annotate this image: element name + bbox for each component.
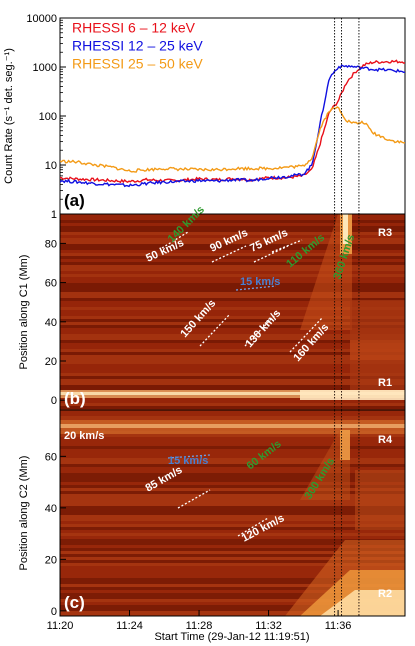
speed-label-15: 15 km/s <box>240 276 280 288</box>
legend-entry-2: RHESSI 12 – 25 keV <box>72 37 203 53</box>
panel-a-vlines <box>334 18 360 214</box>
panel-c-y-ticks: 0 20 40 60 <box>45 451 66 618</box>
speed-label-20: 20 km/s <box>64 430 104 442</box>
b-ytick-label: 60 <box>45 278 57 290</box>
speed-label-15c: 15 km/s <box>168 455 208 467</box>
panel-a-series <box>60 59 405 188</box>
panel-a-ylabel: Count Rate (s⁻¹ det. seg.⁻¹) <box>3 48 15 184</box>
a-ytick-label: 100 <box>39 111 57 123</box>
xtick-label: 11:28 <box>186 620 213 632</box>
legend-entry-1: RHESSI 6 – 12 keV <box>72 19 196 35</box>
c-ytick-label: 0 <box>51 606 57 618</box>
region-label-r3: R3 <box>378 227 392 239</box>
panel-a-label: (a) <box>64 191 85 210</box>
panel-b-label: (b) <box>64 389 86 408</box>
panel-c-vlines <box>334 410 360 616</box>
b-ytick-label: 0 <box>51 395 57 407</box>
xtick-label: 11:20 <box>47 620 74 632</box>
b-ytick-label: 20 <box>45 356 57 368</box>
series-line-2 <box>60 64 405 188</box>
c-ytick-label: 20 <box>45 554 57 566</box>
panel-c-label: (c) <box>64 593 85 612</box>
a-ytick-label: 1000 <box>33 62 57 74</box>
x-axis-label: Start Time (29-Jan-12 11:19:51) <box>154 631 309 643</box>
panel-b-vlines <box>334 214 360 410</box>
a-ytick-label: 1 <box>51 209 57 221</box>
series-line-3 <box>60 106 405 173</box>
panel-c-ylabel: Position along C2 (Mm) <box>18 456 30 571</box>
c-ytick-label: 60 <box>45 451 57 463</box>
panel-a-y-ticks: 1 10 100 1000 10000 <box>26 13 66 221</box>
xtick-label: 11:36 <box>325 620 352 632</box>
region-label-r4: R4 <box>378 434 393 446</box>
c-ytick-label: 40 <box>45 503 57 515</box>
series-line-1 <box>60 59 405 184</box>
xtick-label: 11:32 <box>255 620 282 632</box>
panel-a: 1 10 100 1000 10000 RHESSI 6 – 12 keV RHESSI… <box>3 13 406 221</box>
b-ytick-label: 40 <box>45 317 57 329</box>
region-label-r2: R2 <box>378 588 392 600</box>
panel-b-y-ticks: 0 20 40 60 80 <box>45 238 66 407</box>
legend-entry-3: RHESSI 25 – 50 keV <box>72 55 203 71</box>
panel-c-frame <box>59 409 406 617</box>
a-ytick-label: 10 <box>45 160 57 172</box>
b-ytick-label: 80 <box>45 238 57 250</box>
x-axis-ticks: 11:20 11:24 11:28 11:32 11:36 <box>47 610 352 632</box>
panel-b-ylabel: Position along C1 (Mm) <box>18 255 30 370</box>
region-label-r1: R1 <box>378 377 392 389</box>
a-ytick-label: 10000 <box>26 13 57 25</box>
xtick-label: 11:24 <box>116 620 143 632</box>
